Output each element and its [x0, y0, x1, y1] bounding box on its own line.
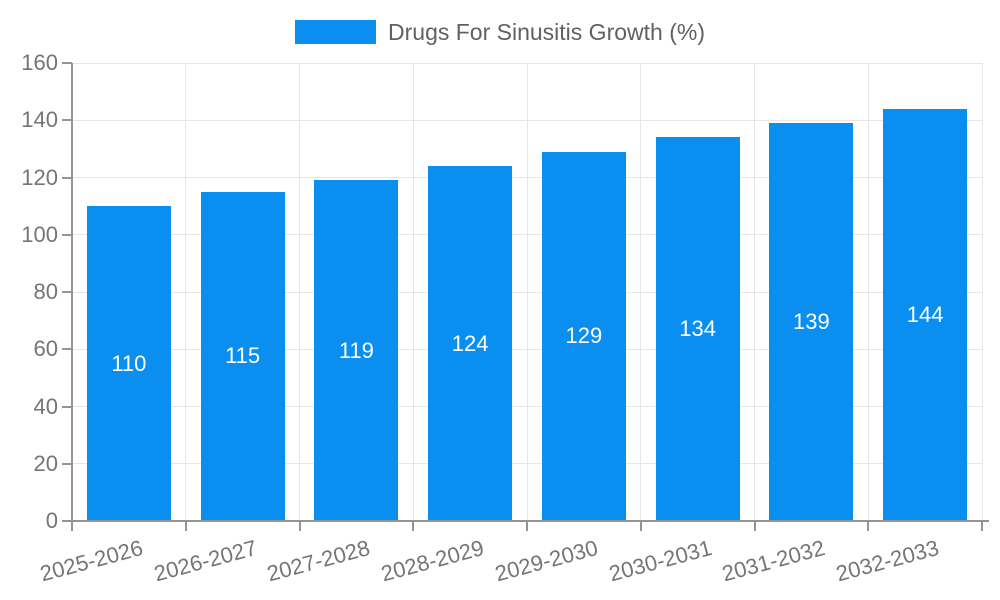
gridline-vertical [640, 63, 642, 521]
x-axis-tick [753, 521, 756, 531]
y-axis-tick [62, 462, 72, 465]
y-axis-tick-label: 0 [45, 508, 58, 533]
x-axis-line [71, 520, 989, 522]
gridline-vertical [754, 63, 755, 521]
y-axis-tick-label: 100 [21, 221, 58, 247]
gridline-vertical [526, 63, 528, 521]
bar[interactable]: 134 [655, 137, 740, 521]
bar-value-label: 134 [679, 316, 716, 342]
x-axis-tick [526, 521, 528, 531]
y-axis-tick [62, 291, 72, 293]
bar[interactable]: 129 [541, 151, 626, 521]
bar-value-label: 144 [906, 301, 944, 327]
y-axis-tick-label: 40 [33, 393, 58, 419]
gridline-vertical [185, 63, 187, 521]
y-axis-line [71, 63, 73, 521]
bar-value-label: 119 [338, 337, 374, 363]
legend-label: Drugs For Sinusitis Growth (%) [388, 19, 705, 45]
y-axis-tick [62, 119, 72, 122]
x-axis-tick [184, 521, 187, 531]
bar[interactable]: 115 [200, 191, 285, 521]
chart-legend[interactable]: Drugs For Sinusitis Growth (%) [0, 20, 1000, 44]
y-axis-tick [62, 520, 72, 522]
gridline-vertical [867, 63, 869, 521]
x-axis-tick [867, 521, 870, 531]
y-axis-tick [62, 176, 72, 179]
x-axis-tick [298, 521, 301, 531]
bar[interactable]: 119 [314, 180, 399, 521]
x-axis-tick [412, 521, 415, 531]
legend-swatch [295, 20, 377, 44]
x-axis-tick [71, 521, 73, 531]
y-axis-tick-label: 20 [33, 450, 58, 476]
bar[interactable]: 110 [86, 206, 171, 521]
y-axis-tick-label: 160 [21, 50, 58, 75]
y-axis-tick [62, 233, 72, 236]
y-axis-tick-label: 140 [21, 107, 58, 133]
bar-value-label: 110 [111, 350, 147, 376]
gridline-vertical [299, 63, 300, 521]
y-axis-tick-label: 120 [21, 164, 58, 190]
x-axis-tick [981, 521, 983, 531]
x-axis-tick [639, 521, 642, 531]
bar-value-label: 115 [225, 343, 261, 369]
bar-value-label: 129 [565, 323, 603, 349]
gridline-vertical [981, 63, 983, 521]
y-axis-tick-label: 80 [33, 279, 58, 304]
bar-value-label: 139 [793, 309, 830, 335]
y-axis-tick [62, 62, 72, 64]
bar[interactable]: 124 [428, 166, 513, 521]
bar[interactable]: 139 [769, 123, 854, 521]
bar-value-label: 124 [451, 330, 489, 356]
y-axis-tick [62, 405, 72, 408]
y-axis-tick-label: 60 [33, 336, 58, 362]
bar[interactable]: 144 [883, 108, 968, 521]
y-axis-tick [62, 348, 72, 351]
gridline-vertical [412, 63, 414, 521]
